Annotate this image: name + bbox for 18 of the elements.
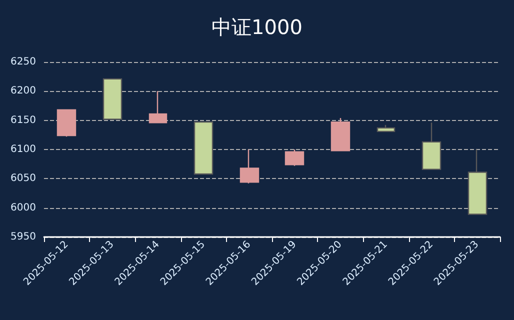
candlestick [376,124,396,132]
chart-title: 中证1000 [212,15,302,39]
candlestick [468,148,488,215]
candlestick [240,148,260,184]
candlestick [284,148,304,166]
candlestick [330,117,350,152]
y-tick-label: 6100 [10,144,36,155]
candlestick [194,121,214,175]
candlestick [56,109,76,138]
y-tick-label: 6250 [10,56,36,68]
candlestick [148,90,168,124]
y-tick-label: 6000 [10,202,36,214]
candlestick [102,78,122,120]
y-tick-label: 6050 [10,173,36,184]
y-tick-label: 5950 [10,232,36,242]
y-tick-label: 6150 [10,114,36,126]
candlestick [422,122,442,170]
y-tick-label: 6200 [10,86,36,97]
